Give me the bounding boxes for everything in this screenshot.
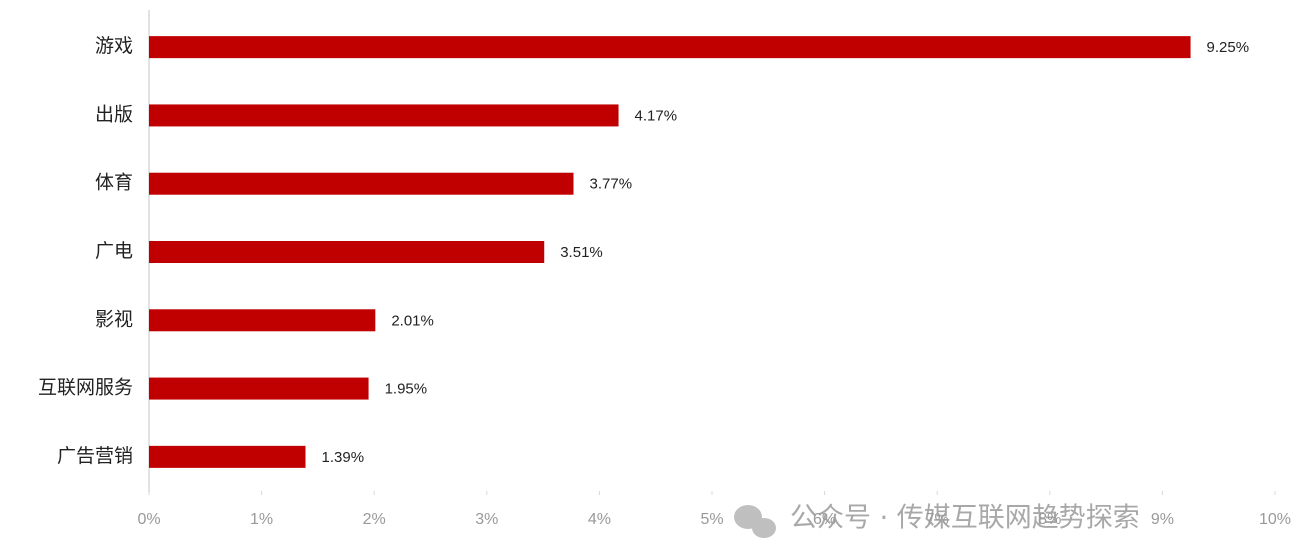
value-label: 1.39% [322, 449, 365, 466]
y-tick-label: 游戏 [95, 35, 133, 57]
bar [149, 377, 369, 400]
y-tick-label: 广告营销 [57, 445, 133, 467]
x-tick-label: 5% [700, 511, 723, 528]
x-tick-label: 10% [1259, 511, 1291, 528]
y-tick-label: 体育 [95, 172, 133, 194]
x-tick-label: 6% [813, 511, 836, 528]
x-tick-label: 0% [137, 511, 160, 528]
y-tick-label: 出版 [95, 103, 133, 125]
bar [149, 36, 1191, 59]
x-tick-label: 1% [250, 511, 273, 528]
bar [149, 445, 306, 468]
bar [149, 309, 376, 332]
watermark: 公众号 · 传媒互联网趋势探索 [790, 503, 1140, 534]
x-tick-label: 3% [475, 511, 498, 528]
x-tick-label: 4% [588, 511, 611, 528]
x-tick-label: 2% [363, 511, 386, 528]
x-tick-label: 8% [1038, 511, 1061, 528]
bar [149, 172, 574, 195]
x-tick-label: 9% [1151, 511, 1174, 528]
bar [149, 104, 619, 127]
y-tick-label: 广电 [95, 240, 133, 262]
value-label: 3.77% [590, 176, 633, 193]
y-tick-label: 互联网服务 [38, 377, 133, 399]
watermark-icon [734, 505, 776, 538]
value-label: 1.95% [385, 381, 428, 398]
bar [149, 241, 545, 263]
value-label: 9.25% [1207, 39, 1250, 56]
value-label: 4.17% [635, 107, 678, 124]
value-label: 2.01% [391, 312, 434, 329]
x-tick-label: 7% [926, 511, 949, 528]
value-label: 3.51% [560, 244, 603, 261]
y-tick-label: 影视 [95, 308, 133, 330]
